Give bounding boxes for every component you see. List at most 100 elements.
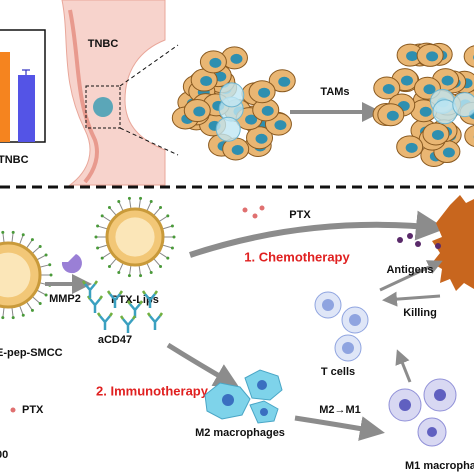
antibodies xyxy=(141,290,159,295)
tumor-cluster xyxy=(400,75,413,86)
liposome xyxy=(170,246,174,250)
liposome xyxy=(159,206,163,210)
nanoparticle xyxy=(31,295,40,304)
antigen-dots xyxy=(397,237,403,243)
tumor-cluster xyxy=(419,106,432,117)
enzyme-label: MMP2 xyxy=(49,293,81,305)
bar-chart-fragment xyxy=(0,29,46,143)
nanoparticle xyxy=(0,230,53,320)
drug-legend-label: PTX xyxy=(22,404,44,416)
nanoparticle xyxy=(18,235,24,246)
tumor-cluster xyxy=(405,142,418,153)
antibodies xyxy=(144,293,156,308)
liposome xyxy=(100,214,104,218)
t-cells xyxy=(349,314,361,326)
antigen-dots xyxy=(435,243,441,249)
nanoparticle xyxy=(1,316,5,320)
nanoparticle xyxy=(1,230,5,234)
tumor-cluster xyxy=(245,114,258,125)
antibodies xyxy=(126,300,144,305)
m2-label: M2 macrophages xyxy=(195,427,285,439)
liposome xyxy=(149,200,153,204)
t-cells-label: T cells xyxy=(321,366,355,378)
tumor-cluster xyxy=(219,82,245,108)
liposome xyxy=(96,224,100,228)
tumor-cluster xyxy=(209,57,222,68)
antibodies xyxy=(81,280,164,333)
antibodies xyxy=(84,283,96,298)
nanoparticle xyxy=(0,252,31,298)
liposome xyxy=(118,262,124,272)
nanoparticle xyxy=(11,230,15,234)
liposome xyxy=(139,196,143,200)
chemotherapy-label: 1. Chemotherapy xyxy=(244,249,350,264)
liposome xyxy=(98,225,109,230)
arrow xyxy=(382,291,441,307)
breast-illustration xyxy=(85,85,121,129)
drug-label: PTX xyxy=(289,209,311,221)
tumor-cluster xyxy=(441,75,454,86)
polarization-label: M2→M1 xyxy=(319,404,361,416)
bar-chart-label: TNBC xyxy=(0,154,29,166)
tumor-cluster xyxy=(261,105,274,116)
tumor-cluster xyxy=(423,84,436,95)
dead-tumor xyxy=(432,195,474,291)
liposome xyxy=(129,199,132,210)
liposome xyxy=(161,244,172,249)
liposome xyxy=(159,264,163,268)
arrow xyxy=(379,260,443,292)
nanoparticle xyxy=(21,313,25,317)
liposome xyxy=(129,264,132,275)
tumor-cluster xyxy=(278,76,291,87)
m2-macrophages xyxy=(257,380,267,390)
liposome xyxy=(170,224,174,228)
antibodies xyxy=(122,318,134,333)
liposome xyxy=(166,214,170,218)
tumor-cluster xyxy=(382,84,395,95)
nanoparticle xyxy=(36,289,46,295)
breast-illustration xyxy=(68,9,99,184)
breast-illustration xyxy=(61,0,179,186)
m1-macrophages xyxy=(434,389,446,401)
arrow-label: TAMs xyxy=(320,86,349,98)
antibodies xyxy=(129,303,141,318)
antibodies xyxy=(99,315,111,330)
liposome xyxy=(158,251,168,258)
m1-macrophages xyxy=(388,378,457,447)
liposome xyxy=(96,246,100,250)
m2-macrophages xyxy=(222,394,234,406)
arrow xyxy=(189,210,446,258)
antibodies xyxy=(81,280,99,285)
antigen-dots xyxy=(407,233,413,239)
liposome xyxy=(109,207,118,217)
t-cells xyxy=(322,299,334,311)
breast-illustration xyxy=(119,44,179,87)
antigens-label: Antigens xyxy=(386,264,433,276)
drug-legend-dot xyxy=(10,407,16,413)
liposome xyxy=(152,207,161,217)
liposome xyxy=(166,256,170,260)
breast-illustration xyxy=(119,127,179,156)
tumor-cluster xyxy=(386,110,399,121)
antigen-dots xyxy=(415,241,421,247)
liposome xyxy=(117,270,121,274)
nanoparticle xyxy=(48,263,52,267)
m2-macrophages xyxy=(260,408,268,416)
nanoparticle xyxy=(18,304,24,315)
nanoparticle xyxy=(49,273,53,277)
liposome xyxy=(102,251,112,258)
antibodies xyxy=(96,312,114,317)
liposome xyxy=(100,256,104,260)
tumor-cluster xyxy=(372,42,474,167)
tumor-cluster xyxy=(406,51,419,62)
liposome xyxy=(102,216,112,223)
tumor-cluster xyxy=(193,106,206,117)
liposome xyxy=(146,262,152,272)
liposome xyxy=(158,216,168,223)
nanoparticle xyxy=(30,238,34,242)
antigen-dots xyxy=(397,233,441,249)
liposome xyxy=(161,225,172,230)
antibody-label: aCD47 xyxy=(98,334,132,346)
nanoparticle xyxy=(31,246,40,255)
